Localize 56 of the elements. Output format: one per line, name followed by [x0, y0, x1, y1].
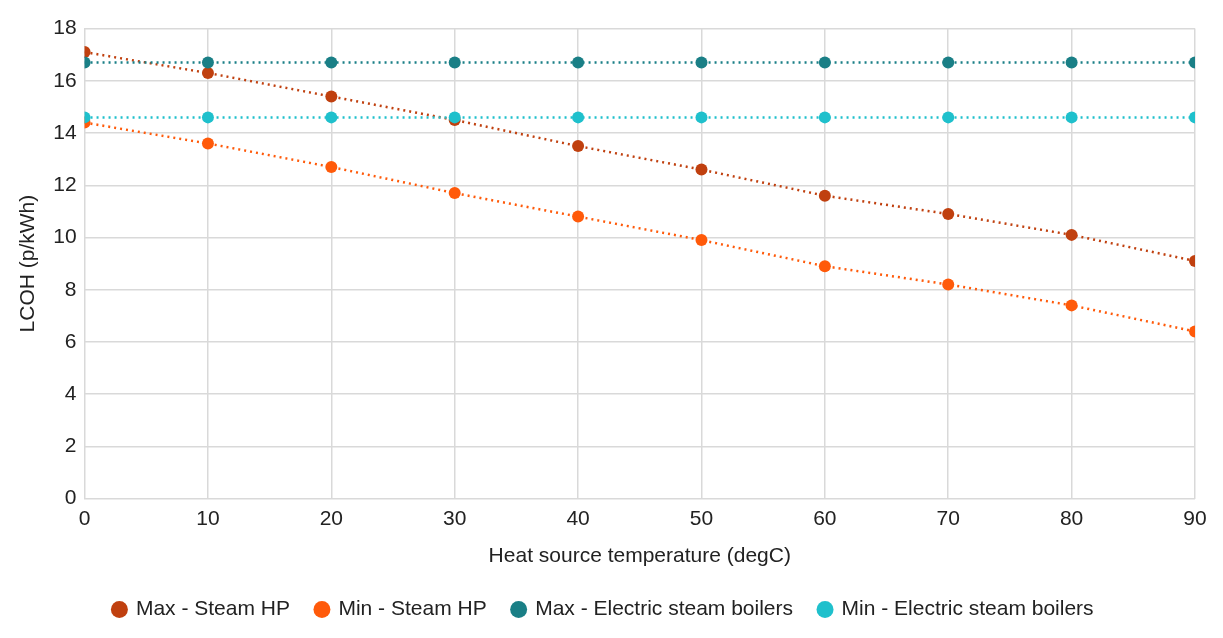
x-tick-label: 20	[319, 506, 343, 529]
legend-label: Max - Steam HP	[135, 596, 290, 620]
legend-label: Min - Electric steam boilers	[841, 596, 1094, 620]
x-axis-title: Heat source temperature (degC)	[488, 543, 791, 567]
x-tick-label: 30	[443, 506, 467, 529]
legend-label: Min - Steam HP	[338, 596, 487, 620]
y-tick-label: 14	[53, 119, 77, 143]
point	[695, 111, 708, 124]
point	[325, 160, 338, 173]
point	[572, 111, 585, 124]
point	[695, 163, 708, 176]
point	[942, 278, 955, 291]
y-tick-label: 0	[64, 485, 77, 509]
point	[325, 56, 338, 69]
y-tick-label: 2	[64, 433, 77, 457]
point	[572, 140, 585, 153]
x-tick-label: 50	[689, 506, 714, 529]
y-tick-label: 8	[64, 276, 77, 300]
point	[572, 56, 585, 69]
x-tick-label: 40	[566, 506, 590, 529]
point	[201, 137, 214, 150]
point	[201, 66, 214, 79]
point	[695, 234, 708, 247]
point	[818, 260, 831, 273]
x-tick-label: 70	[936, 506, 960, 529]
point	[325, 90, 338, 103]
point	[1065, 299, 1078, 312]
y-tick-label: 4	[64, 380, 77, 404]
y-tick-label: 12	[53, 172, 77, 196]
point	[818, 111, 831, 124]
legend-label: Max - Electric steam boilers	[535, 596, 794, 620]
x-tick-label: 60	[813, 506, 837, 529]
point	[942, 56, 955, 69]
point	[942, 111, 955, 124]
point	[818, 189, 831, 202]
point	[818, 56, 831, 69]
y-tick-label: 6	[64, 328, 77, 352]
point	[448, 187, 461, 200]
y-tick-label: 18	[53, 15, 77, 39]
x-tick-label: 80	[1059, 506, 1084, 529]
point	[325, 111, 338, 124]
x-tick-label: 0	[78, 506, 91, 529]
point	[1065, 56, 1078, 69]
y-axis-title: LCOH (p/kWh)	[15, 194, 39, 333]
y-tick-label: 10	[53, 224, 77, 248]
x-tick-label: 10	[196, 506, 220, 529]
point	[201, 56, 214, 69]
y-tick-label: 16	[53, 67, 77, 91]
point	[695, 56, 708, 69]
point	[201, 111, 214, 124]
point	[572, 210, 585, 223]
point	[448, 56, 461, 69]
point	[1065, 228, 1078, 241]
point	[1065, 111, 1078, 124]
x-tick-label: 90	[1183, 506, 1207, 529]
point	[942, 207, 955, 220]
